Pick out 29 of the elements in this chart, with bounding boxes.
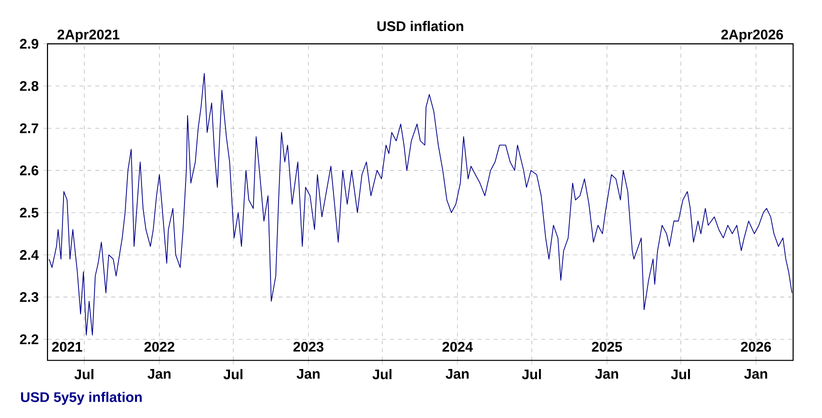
x2-tick-label: 2022 bbox=[144, 342, 174, 352]
chart-title: USD inflation bbox=[377, 20, 464, 32]
x-tick-label: Jul bbox=[372, 369, 392, 380]
y-tick-label: 2.3 bbox=[20, 292, 38, 302]
y-tick-label: 2.8 bbox=[20, 81, 38, 91]
x2-tick-label: 2025 bbox=[592, 342, 622, 352]
x-tick-label: Jan bbox=[595, 369, 618, 379]
y-tick-label: 2.9 bbox=[20, 38, 38, 49]
y-tick-label: 2.2 bbox=[20, 334, 38, 344]
x-tick-label: Jul bbox=[223, 369, 242, 380]
text: 2Apr2026 bbox=[721, 30, 784, 42]
y-tick-label: 2.7 bbox=[20, 123, 38, 134]
line-series bbox=[48, 72, 792, 336]
x-tick-label: Jan bbox=[296, 369, 320, 379]
text: USD 5y5y inflation bbox=[21, 392, 142, 405]
x-tick-label: Jan bbox=[744, 369, 768, 379]
x2-tick-label: 2024 bbox=[442, 342, 473, 352]
text: 2Apr2021 bbox=[58, 30, 120, 42]
x-tick-label: Jul bbox=[670, 369, 690, 380]
x-tick-label: Jan bbox=[148, 369, 171, 379]
y-tick-label: 2.4 bbox=[20, 250, 39, 260]
x-tick-label: Jul bbox=[74, 369, 94, 380]
x2-tick-label: 2023 bbox=[293, 342, 324, 352]
y-tick-label: 2.6 bbox=[20, 165, 38, 176]
x-tick-label: Jan bbox=[446, 369, 469, 379]
y-tick-label: 2.5 bbox=[20, 208, 38, 218]
x2-tick-label: 2021 bbox=[52, 342, 82, 352]
x-tick-label: Jul bbox=[522, 369, 541, 380]
x2-tick-label: 2026 bbox=[740, 342, 771, 352]
